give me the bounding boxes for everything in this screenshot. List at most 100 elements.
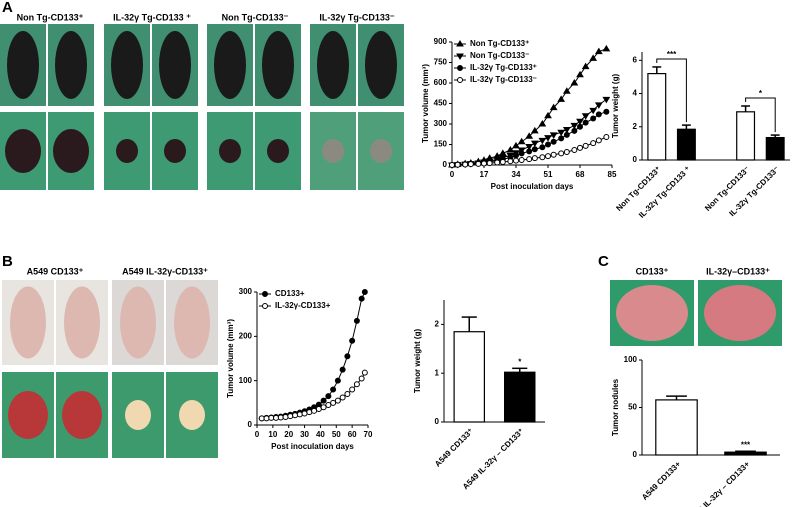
photo-subject xyxy=(111,31,143,99)
bar xyxy=(736,111,756,161)
marker xyxy=(320,397,327,404)
marker xyxy=(361,369,368,376)
marker xyxy=(576,118,584,126)
marker xyxy=(311,407,318,414)
photo-subject xyxy=(322,139,344,163)
marker xyxy=(525,132,534,139)
marker xyxy=(467,161,474,168)
marker xyxy=(330,386,337,393)
photo-caption: A549 CD133⁺ xyxy=(27,266,84,276)
photo-caption: IL-32γ–CD133⁺ xyxy=(706,266,770,276)
x-tick-label: 34 xyxy=(512,170,521,179)
legend-marker xyxy=(262,291,268,297)
bar xyxy=(676,128,696,161)
bar xyxy=(647,72,667,161)
marker xyxy=(517,137,526,145)
photo-subject xyxy=(159,31,191,99)
marker xyxy=(494,159,501,166)
y-axis-label: Tumor nodules xyxy=(611,378,620,436)
legend-label: IL-32γ Tg-CD133⁺ xyxy=(470,63,537,72)
photo-subject xyxy=(10,286,46,359)
photo-subject xyxy=(267,139,289,163)
y-axis-label: Tumor weight (g) xyxy=(413,329,422,394)
significance: *** xyxy=(667,50,677,59)
x-tick-label: 20 xyxy=(284,430,293,439)
marker xyxy=(273,414,280,421)
marker xyxy=(518,156,525,163)
x-tick-label: A549 CD133⁺ xyxy=(433,427,475,469)
legend-marker xyxy=(456,40,464,47)
photo-subject xyxy=(125,400,151,430)
marker xyxy=(557,95,566,102)
y-tick-label: 200 xyxy=(239,331,253,340)
photo-subject xyxy=(62,391,102,439)
marker xyxy=(486,160,493,167)
marker xyxy=(571,127,578,134)
marker xyxy=(334,397,341,404)
marker xyxy=(339,394,346,401)
marker xyxy=(344,353,351,360)
photo-subject xyxy=(370,139,392,163)
y-tick-label: 750 xyxy=(434,58,448,67)
marker xyxy=(582,142,589,149)
marker xyxy=(287,413,294,420)
marker xyxy=(325,393,332,400)
marker xyxy=(562,87,571,94)
marker xyxy=(558,135,565,142)
marker xyxy=(334,377,341,384)
marker xyxy=(570,122,579,130)
marker xyxy=(325,402,332,409)
photo-subject xyxy=(262,31,294,99)
marker xyxy=(590,140,597,147)
marker xyxy=(563,149,570,156)
photo-subject xyxy=(365,31,397,99)
marker xyxy=(301,410,308,417)
marker xyxy=(499,158,506,165)
marker xyxy=(538,137,547,145)
y-tick-label: 100 xyxy=(239,376,253,385)
x-tick-label: 0 xyxy=(450,170,455,179)
y-tick-label: 0 xyxy=(443,160,448,169)
x-axis-label: Post inoculation days xyxy=(271,442,354,451)
y-tick-label: 0 xyxy=(633,155,638,164)
photo-caption: CD133⁺ xyxy=(636,266,669,276)
significance: * xyxy=(759,89,763,98)
marker xyxy=(550,151,557,158)
marker xyxy=(550,138,557,145)
marker xyxy=(603,108,610,115)
x-tick-label: 17 xyxy=(480,170,489,179)
marker xyxy=(539,144,546,151)
marker xyxy=(339,366,346,373)
marker xyxy=(530,140,539,148)
photo-subject xyxy=(179,400,205,430)
legend-marker xyxy=(456,53,464,60)
y-tick-label: 600 xyxy=(434,78,448,87)
marker xyxy=(320,404,327,411)
x-tick-label: 68 xyxy=(576,170,585,179)
marker xyxy=(570,79,579,86)
photo-subject xyxy=(7,31,39,99)
marker xyxy=(507,158,514,165)
y-tick-label: 300 xyxy=(239,287,253,296)
marker xyxy=(595,111,602,118)
marker xyxy=(518,150,525,157)
y-tick-label: 6 xyxy=(633,55,638,64)
marker xyxy=(258,415,265,422)
photo-subject xyxy=(53,129,89,173)
marker xyxy=(545,141,551,148)
photo-subject xyxy=(116,139,138,163)
y-tick-label: 900 xyxy=(434,37,448,46)
marker xyxy=(545,153,551,160)
marker xyxy=(544,135,552,142)
y-tick-label: 450 xyxy=(434,99,448,108)
marker xyxy=(513,157,519,164)
x-tick-label: 60 xyxy=(348,430,357,439)
marker xyxy=(506,145,515,153)
marker xyxy=(594,102,603,109)
x-tick-label: 40 xyxy=(316,430,325,439)
marker xyxy=(571,146,578,153)
marker xyxy=(581,62,590,70)
y-tick-label: 0 xyxy=(435,417,440,426)
marker xyxy=(449,162,455,168)
marker xyxy=(353,317,360,324)
